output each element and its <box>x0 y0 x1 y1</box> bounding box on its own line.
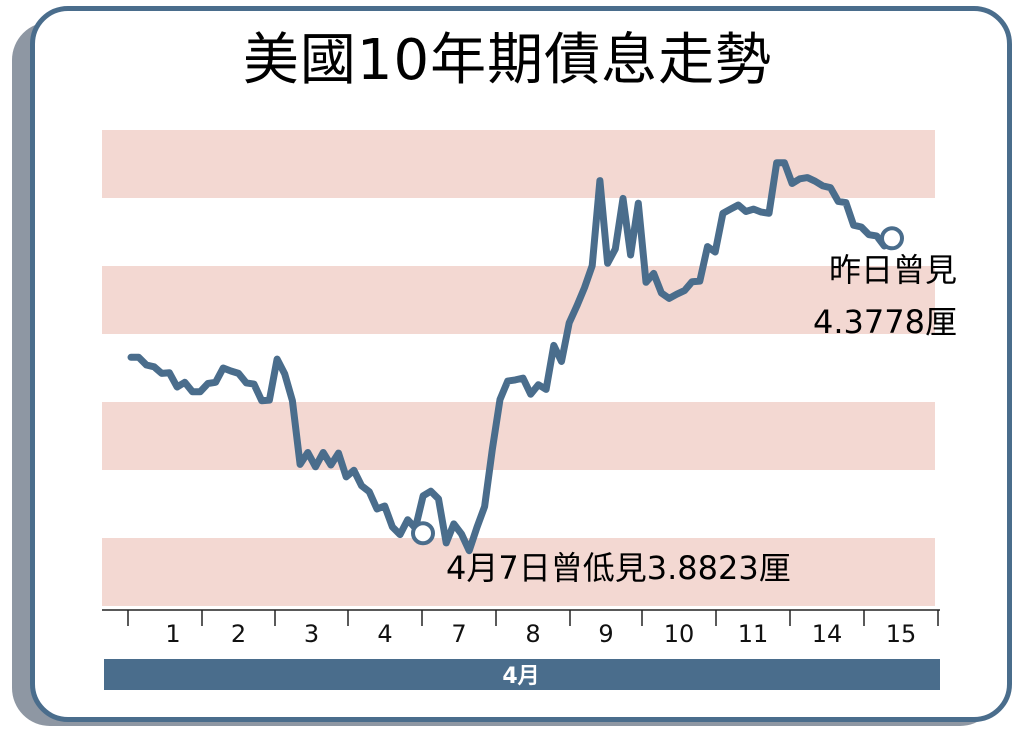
x-tick-label: 14 <box>812 620 843 648</box>
x-tick-label: 9 <box>598 620 613 648</box>
x-tick-label: 2 <box>231 620 246 648</box>
latest-annotation-line2: 4.3778厘 <box>813 303 957 341</box>
grid-band <box>102 130 935 198</box>
low-annotation: 4月7日曾低見3.8823厘 <box>446 549 791 587</box>
month-bar <box>104 659 940 690</box>
x-tick-label: 1 <box>165 620 180 648</box>
latest-point-marker <box>880 226 904 251</box>
x-tick-label: 8 <box>525 620 540 648</box>
x-tick-label: 15 <box>886 620 917 648</box>
grid-band <box>102 538 935 606</box>
low-point-marker <box>411 521 435 546</box>
x-tick-label: 10 <box>664 620 695 648</box>
x-tick-label: 3 <box>304 620 319 648</box>
x-tick-label: 7 <box>451 620 466 648</box>
x-tick-label: 11 <box>738 620 769 648</box>
grid-band <box>102 266 935 334</box>
yield-line <box>127 159 896 555</box>
month-label: 4月 <box>502 664 539 689</box>
x-tick-label: 4 <box>377 620 392 648</box>
latest-annotation-line1: 昨日曾見 <box>828 251 957 289</box>
chart-title: 美國10年期債息走勢 <box>242 28 773 93</box>
grid-band <box>102 402 935 470</box>
